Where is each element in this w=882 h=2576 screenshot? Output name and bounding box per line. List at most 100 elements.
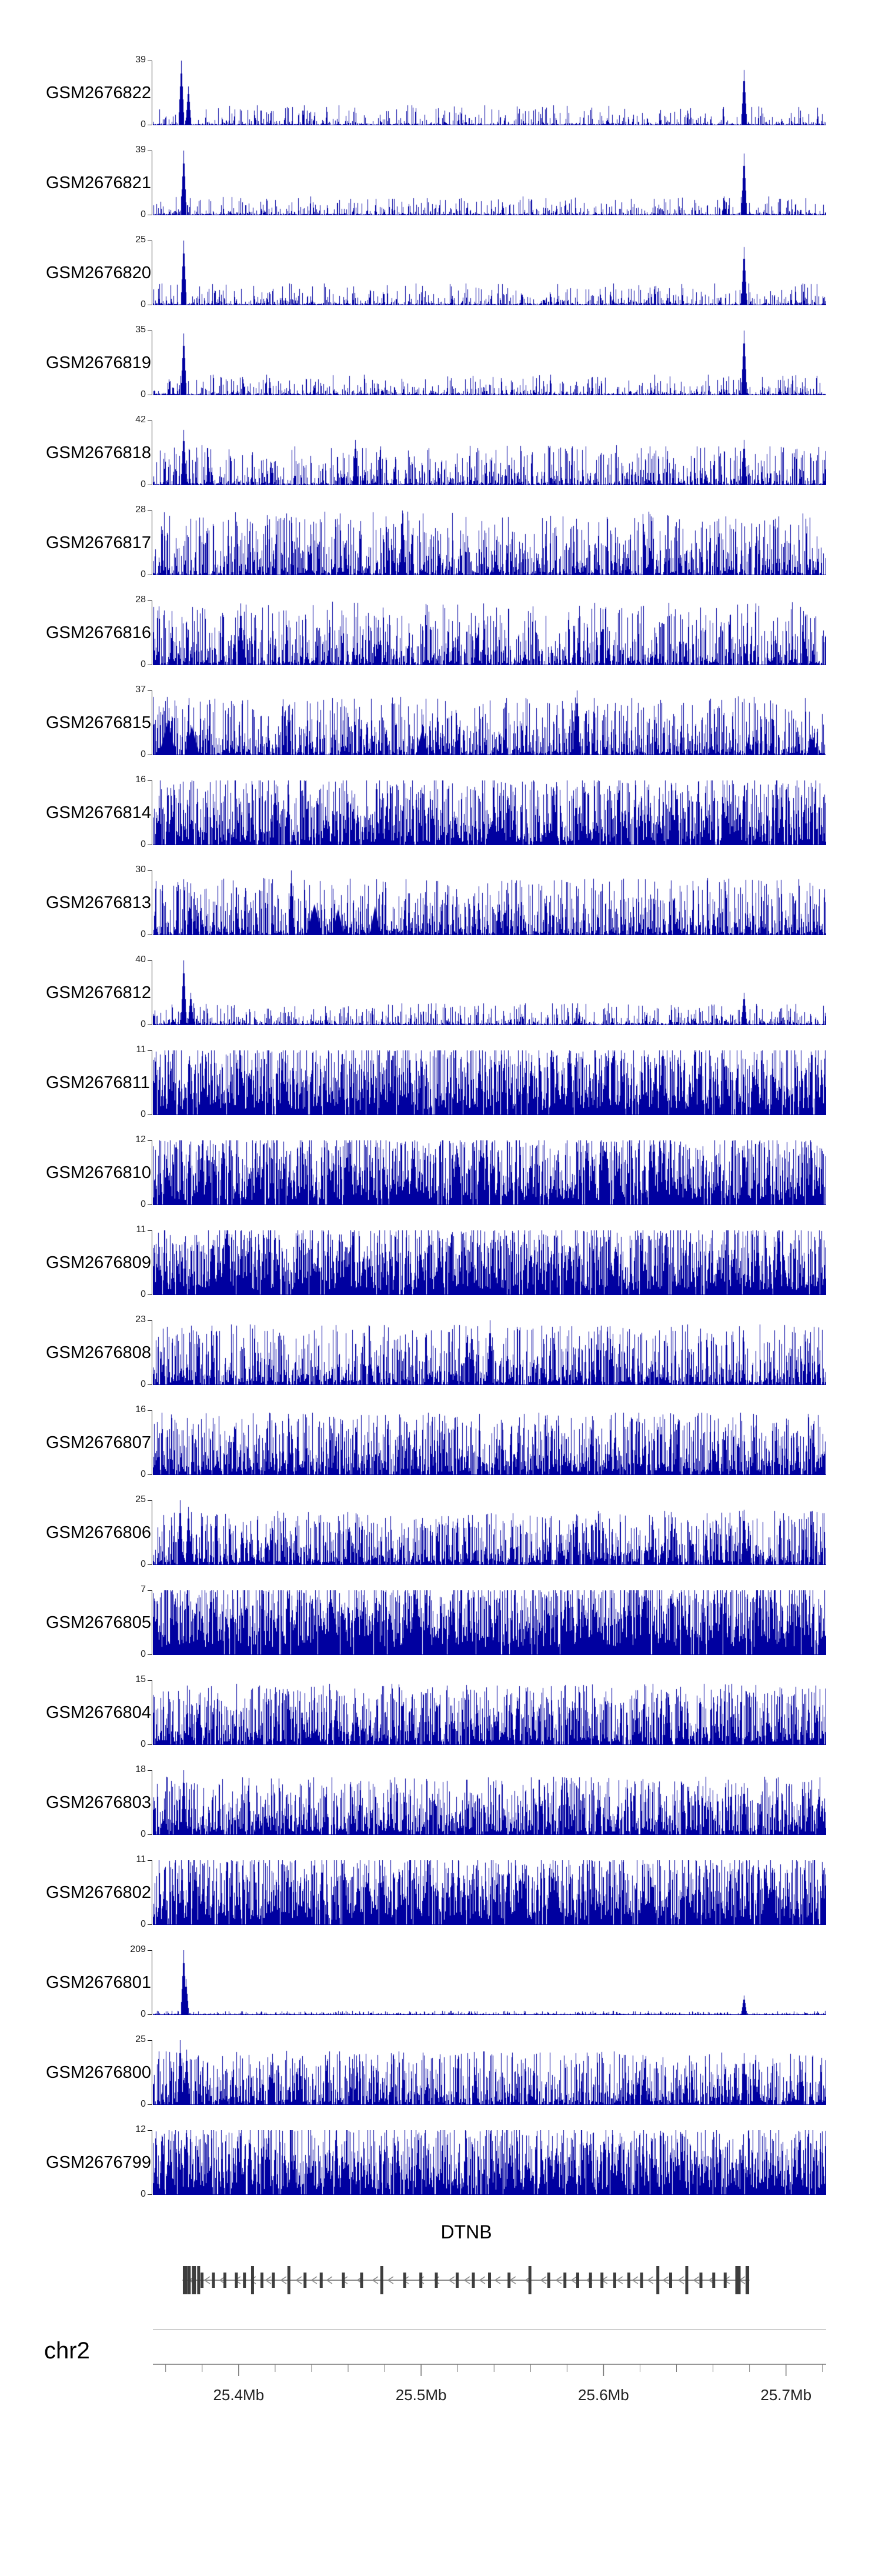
- track-name-label: GSM2676806: [46, 1523, 151, 1542]
- track-ymax-label: 11: [136, 1045, 146, 1055]
- minus-strand-arrow: [280, 2276, 287, 2284]
- track-ymin-label: 0: [141, 479, 146, 489]
- track-ymin-label: 0: [141, 1469, 146, 1479]
- track-ymax-label: 11: [136, 1224, 146, 1234]
- track-ymin-label: 0: [141, 659, 146, 669]
- exon-box: [735, 2266, 741, 2294]
- genome-axis-track: chr2 25.4Mb 25.5Mb 25.6Mb 25.7Mb: [0, 2327, 882, 2457]
- exon-box: [699, 2273, 703, 2288]
- exon-box: [669, 2273, 673, 2288]
- chromosome-label: chr2: [44, 2338, 90, 2364]
- track-ymax-label: 7: [141, 1584, 146, 1594]
- minus-strand-arrow: [219, 2276, 226, 2284]
- track-y-axis-top-tick: [148, 1410, 152, 1411]
- minus-strand-arrow: [662, 2276, 669, 2284]
- track-ymax-label: 28: [135, 505, 146, 515]
- track-ymax-label: 42: [135, 415, 146, 425]
- exon-box: [746, 2266, 750, 2294]
- coverage-signal: [153, 780, 826, 845]
- coverage-signal: [153, 61, 826, 125]
- exon-box: [600, 2273, 604, 2288]
- track-y-axis-top-tick: [148, 870, 152, 871]
- track-ymax-label: 209: [130, 1944, 146, 1954]
- coverage-track-GSM2676819: GSM2676819 35 0: [0, 320, 882, 410]
- exon-box: [188, 2266, 191, 2294]
- track-y-axis-top-tick: [148, 690, 152, 691]
- exon-box: [250, 2266, 254, 2294]
- track-ymin-label: 0: [141, 1199, 146, 1209]
- coverage-signal: [153, 1680, 826, 1745]
- track-ymax-label: 11: [136, 1854, 146, 1864]
- track-name-label: GSM2676804: [46, 1703, 151, 1722]
- track-ymax-label: 16: [135, 775, 146, 785]
- track-ymin-label: 0: [141, 2099, 146, 2109]
- minus-strand-arrow: [310, 2276, 318, 2284]
- coverage-track-GSM2676822: GSM2676822 39 0: [0, 50, 882, 140]
- track-y-axis-top-tick: [148, 1770, 152, 1771]
- track-ymin-label: 0: [141, 1829, 146, 1839]
- exon-box: [528, 2266, 532, 2294]
- track-name-label: GSM2676799: [46, 2153, 151, 2172]
- exon-box: [589, 2273, 592, 2288]
- track-ymax-label: 25: [135, 1494, 146, 1504]
- exon-box: [472, 2273, 475, 2288]
- exon-box: [182, 2266, 188, 2294]
- track-y-axis-bottom-tick: [148, 1474, 152, 1475]
- coverage-signal: [153, 1050, 826, 1115]
- exon-box: [380, 2266, 383, 2294]
- coverage-signal: [153, 960, 826, 1025]
- track-ymax-label: 39: [135, 55, 146, 65]
- track-name-label: GSM2676801: [46, 1973, 151, 1992]
- track-y-axis-top-tick: [148, 960, 152, 961]
- coverage-signal: [153, 1230, 826, 1295]
- separator-line: [153, 2329, 826, 2330]
- exon-box: [685, 2266, 689, 2294]
- coverage-signal: [153, 2130, 826, 2195]
- coverage-track-GSM2676799: GSM2676799 12 0: [0, 2120, 882, 2210]
- track-name-label: GSM2676813: [46, 893, 151, 912]
- coverage-track-GSM2676805: GSM2676805 7 0: [0, 1580, 882, 1670]
- exon-box: [613, 2273, 616, 2288]
- track-name-label: GSM2676817: [46, 533, 151, 552]
- minus-strand-arrow: [616, 2276, 623, 2284]
- track-y-axis-bottom-tick: [148, 1654, 152, 1655]
- coverage-signal: [153, 870, 826, 935]
- track-ymin-label: 0: [141, 1559, 146, 1569]
- coverage-track-GSM2676820: GSM2676820 25 0: [0, 230, 882, 320]
- exon-box: [507, 2273, 511, 2288]
- coverage-track-GSM2676803: GSM2676803 18 0: [0, 1760, 882, 1850]
- track-ymin-label: 0: [141, 2189, 146, 2199]
- track-name-label: GSM2676819: [46, 353, 151, 372]
- coverage-track-GSM2676816: GSM2676816 28 0: [0, 590, 882, 680]
- track-ymin-label: 0: [141, 929, 146, 939]
- track-name-label: GSM2676802: [46, 1883, 151, 1902]
- coverage-signal: [153, 1950, 826, 2015]
- minus-strand-arrow: [647, 2276, 654, 2284]
- track-ymin-label: 0: [141, 299, 146, 309]
- track-ymax-label: 15: [135, 1674, 146, 1684]
- track-y-axis-bottom-tick: [148, 2194, 152, 2195]
- track-name-label: GSM2676808: [46, 1343, 151, 1362]
- coverage-track-GSM2676808: GSM2676808 23 0: [0, 1310, 882, 1400]
- minus-strand-arrow: [372, 2276, 379, 2284]
- track-y-axis-bottom-tick: [148, 1294, 152, 1295]
- track-y-axis-bottom-tick: [148, 2014, 152, 2015]
- track-ymin-label: 0: [141, 1019, 146, 1029]
- exon-box: [627, 2273, 631, 2288]
- track-ymax-label: 37: [135, 685, 146, 695]
- track-ymin-label: 0: [141, 119, 146, 129]
- minus-strand-arrow: [677, 2276, 684, 2284]
- track-ymax-label: 40: [135, 955, 146, 965]
- track-name-label: GSM2676803: [46, 1793, 151, 1812]
- track-y-axis-top-tick: [148, 1140, 152, 1141]
- coverage-signal: [153, 510, 826, 575]
- track-name-label: GSM2676818: [46, 443, 151, 462]
- coverage-track-GSM2676809: GSM2676809 11 0: [0, 1220, 882, 1310]
- exon-box: [201, 2273, 204, 2288]
- genome-axis: [153, 2364, 826, 2376]
- minus-strand-arrow: [479, 2276, 486, 2284]
- axis-tick-label: 25.5Mb: [395, 2386, 447, 2404]
- minus-strand-arrow: [693, 2276, 700, 2284]
- track-ymax-label: 18: [135, 1764, 146, 1774]
